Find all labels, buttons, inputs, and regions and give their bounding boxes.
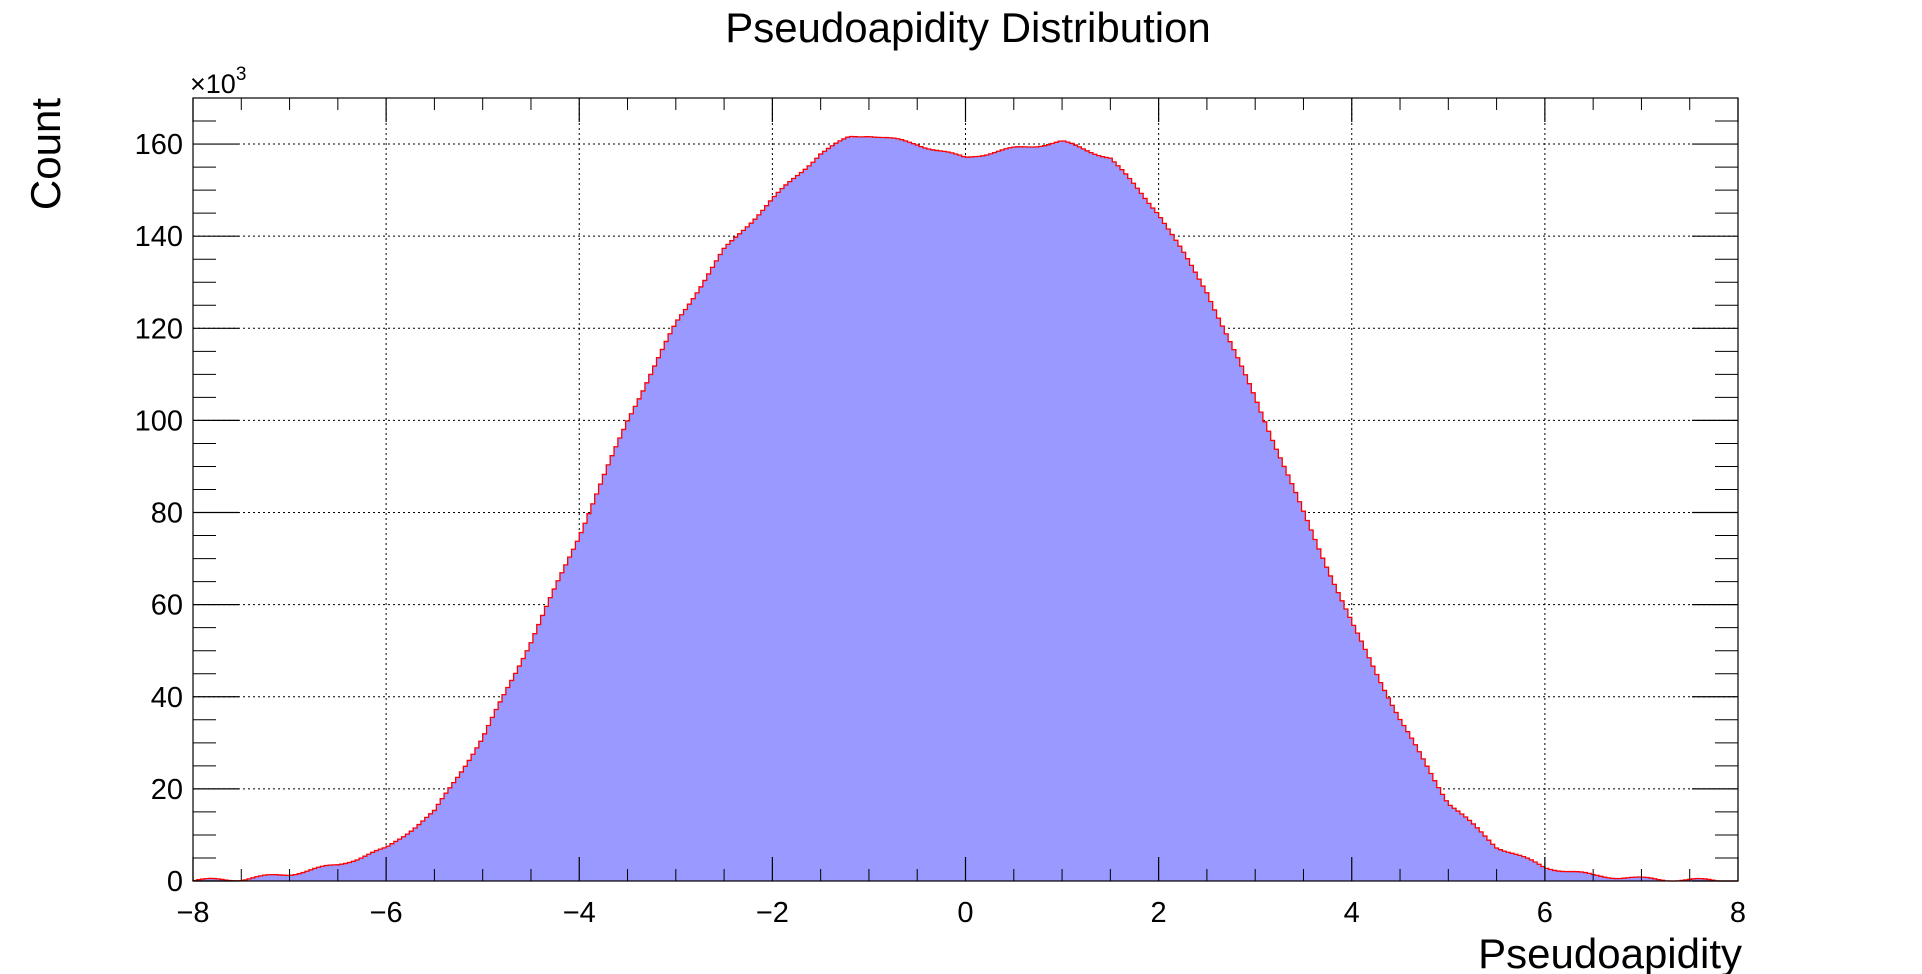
y-tick-label: 80 [151, 498, 183, 530]
y-tick-label: 40 [151, 682, 183, 714]
y-axis-label: Count [22, 98, 69, 210]
y-tick-label: 140 [135, 221, 183, 253]
chart-title: Pseudoapidity Distribution [725, 4, 1211, 51]
y-multiplier-label: ×103 [190, 64, 246, 99]
histogram-outline [192, 135, 1738, 882]
y-tick-label: 20 [151, 774, 183, 806]
y-multiplier-exponent: 3 [236, 64, 247, 85]
x-tick-label: −2 [756, 897, 789, 929]
x-tick-label: 6 [1537, 897, 1553, 929]
y-tick-label: 100 [135, 405, 183, 437]
x-tick-label: −8 [176, 897, 209, 929]
histogram-fill [193, 136, 1738, 882]
y-tick-label: 120 [135, 313, 183, 345]
x-tick-label: 0 [957, 897, 973, 929]
y-tick-label: 0 [167, 866, 183, 898]
x-axis-label: Pseudoapidity [1478, 930, 1742, 974]
x-tick-label: −4 [563, 897, 596, 929]
y-multiplier-base: ×10 [190, 69, 236, 99]
y-tick-label: 160 [135, 129, 183, 161]
x-tick-label: 4 [1344, 897, 1360, 929]
x-tick-label: 8 [1730, 897, 1746, 929]
x-tick-label: −6 [370, 897, 403, 929]
y-tick-label: 60 [151, 590, 183, 622]
x-tick-label: 2 [1151, 897, 1167, 929]
